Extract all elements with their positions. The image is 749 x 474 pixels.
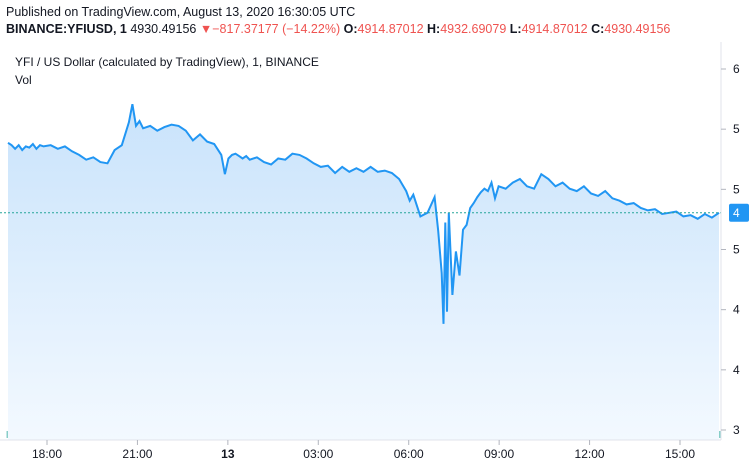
symbol-line: BINANCE:YFIUSD, 1 4930.49156 ▼−817.37177…: [6, 22, 670, 36]
open-label: O:: [343, 22, 358, 36]
volume-label: Vol: [15, 73, 32, 87]
time-tick-label: 15:00: [665, 447, 695, 461]
price-tick-label: 6: [733, 62, 740, 76]
price-area-fill: [8, 104, 719, 440]
time-tick-label: 06:00: [394, 447, 424, 461]
published-text: Published on TradingView.com, August 13,…: [6, 5, 356, 19]
published-line: Published on TradingView.com, August 13,…: [6, 5, 355, 19]
close-value: 4930.49156: [604, 22, 671, 36]
price-tick-label: 5: [733, 122, 740, 136]
price-tick-label: 4: [733, 303, 740, 317]
open-value: 4914.87012: [357, 22, 424, 36]
price-line: [7, 104, 720, 324]
time-tick-label: 18:00: [32, 447, 62, 461]
time-axis[interactable]: 18:00 21:00 13 03:00 06:00 09:00 12:00 15:00: [32, 440, 695, 461]
time-tick-label: 12:00: [575, 447, 605, 461]
price-change: −817.37177 (−14.22%): [212, 22, 341, 36]
chart-legend: YFI / US Dollar (calculated by TradingVi…: [15, 55, 319, 91]
high-value: 4932.69079: [440, 22, 507, 36]
price-axis[interactable]: 6 5 5 5 4 4 3: [721, 62, 740, 437]
price-tick-label: 5: [733, 243, 740, 257]
low-label: L:: [509, 22, 522, 36]
price-tick-label: 3: [733, 423, 740, 437]
symbol-name: BINANCE:YFIUSD, 1: [6, 22, 127, 36]
time-tick-label: 21:00: [122, 447, 152, 461]
series-title: YFI / US Dollar (calculated by TradingVi…: [15, 55, 319, 69]
close-label: C:: [591, 22, 605, 36]
price-tick-label: 5: [733, 182, 740, 196]
high-label: H:: [427, 22, 441, 36]
down-arrow-icon: ▼: [199, 22, 213, 36]
price-tick-label: 4: [733, 363, 740, 377]
time-tick-label: 13: [221, 447, 235, 461]
time-tick-label: 09:00: [484, 447, 514, 461]
current-price-tag: 4: [729, 203, 749, 222]
current-price-label: 4: [733, 206, 740, 220]
last-price: 4930.49156: [130, 22, 197, 36]
time-tick-label: 03:00: [303, 447, 333, 461]
low-value: 4914.87012: [521, 22, 588, 36]
